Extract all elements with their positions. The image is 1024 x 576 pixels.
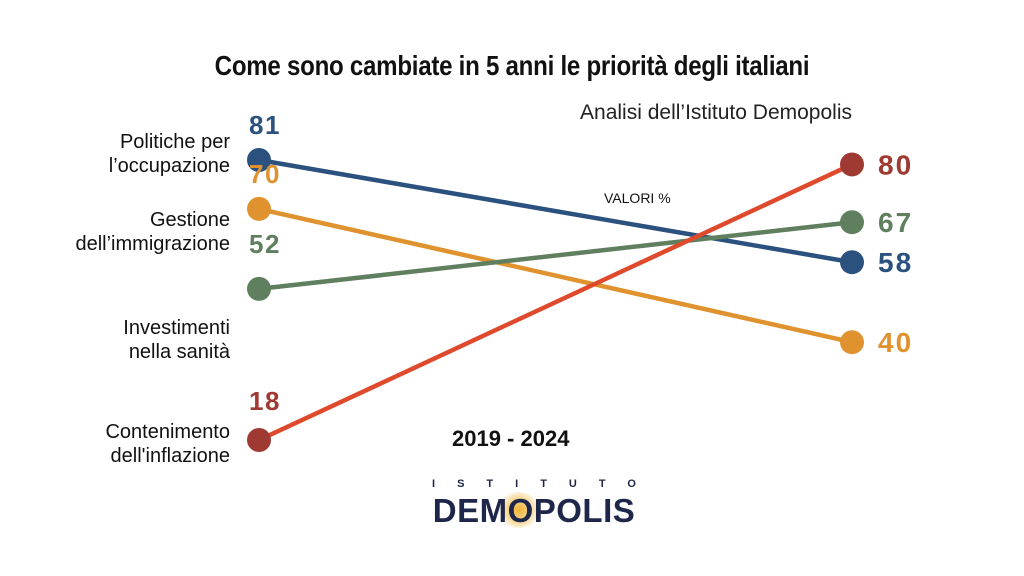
point-2024-immigrazione bbox=[840, 330, 864, 355]
series-line-occupazione bbox=[256, 157, 855, 265]
logo-top-text: ISTITUTO bbox=[432, 478, 658, 490]
series-line-sanita bbox=[256, 219, 855, 292]
value-label-2019-sanita: 52 bbox=[249, 229, 281, 259]
value-label-2024-immigrazione: 40 bbox=[878, 327, 913, 358]
point-2019-sanita bbox=[247, 276, 271, 301]
category-label-occupazione: Politiche per l’occupazione bbox=[108, 131, 230, 177]
value-label-2024-inflazione: 80 bbox=[878, 149, 913, 180]
value-label-2019-inflazione: 18 bbox=[249, 386, 281, 416]
logo-glow bbox=[497, 492, 541, 528]
demopolis-logo: ISTITUTO DEMOPOLIS bbox=[389, 478, 679, 529]
point-2019-inflazione bbox=[247, 428, 271, 452]
category-label-inflazione: Contenimento dell'inflazione bbox=[105, 421, 230, 467]
value-label-2019-immigrazione: 70 bbox=[249, 159, 281, 189]
category-label-immigrazione: Gestione dell’immigrazione bbox=[75, 209, 230, 255]
value-label-2024-occupazione: 58 bbox=[878, 247, 913, 278]
unit-note: VALORI % bbox=[604, 190, 671, 206]
point-2019-immigrazione bbox=[247, 196, 271, 221]
point-2024-sanita bbox=[840, 210, 864, 235]
point-2019-occupazione bbox=[247, 148, 271, 172]
series-line-inflazione bbox=[256, 162, 855, 443]
chart-title: Come sono cambiate in 5 anni le priorità… bbox=[214, 50, 810, 81]
value-label-2019-occupazione: 81 bbox=[249, 110, 281, 140]
point-2024-occupazione bbox=[840, 250, 864, 275]
chart-subtitle: Analisi dell’Istituto Demopolis bbox=[580, 101, 852, 124]
series-line-immigrazione bbox=[256, 206, 855, 345]
point-2024-inflazione bbox=[840, 152, 864, 177]
logo-main-text: DEMOPOLIS bbox=[432, 492, 636, 529]
value-label-2024-sanita: 67 bbox=[878, 207, 913, 238]
category-label-sanita: Investimenti nella sanità bbox=[123, 317, 230, 363]
period-label: 2019 - 2024 bbox=[452, 426, 570, 451]
